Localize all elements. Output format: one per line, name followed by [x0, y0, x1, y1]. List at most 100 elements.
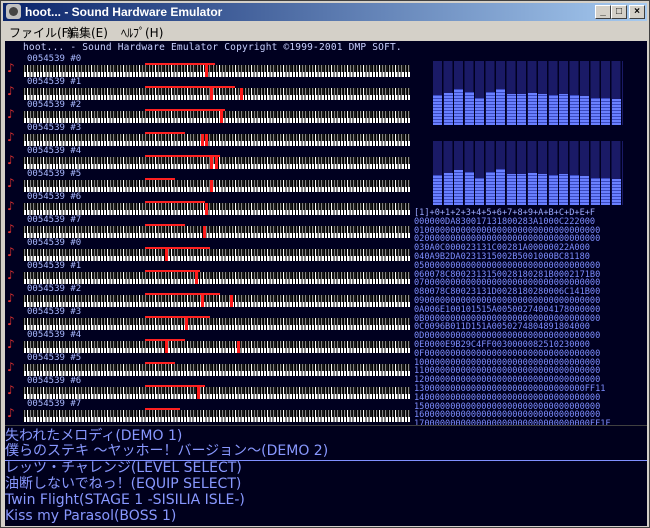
channel-row: ♪ 0054539 #0 [5, 238, 415, 261]
volume-meter [145, 270, 200, 272]
title-bar[interactable]: hoot... - Sound Hardware Emulator _ □ × [3, 3, 647, 21]
channel-note-icon: ♪ [7, 314, 15, 328]
channel-note-icon: ♪ [7, 406, 15, 420]
active-key [165, 341, 168, 353]
register-row: 150000000000000000000000000000000000 [414, 401, 601, 412]
channel-note-icon: ♪ [7, 61, 15, 75]
volume-meter [145, 293, 220, 295]
channel-label: 0054539 #3 [27, 307, 82, 317]
volume-meter [145, 109, 225, 111]
spectrum-bar [538, 94, 547, 125]
spectrum-top [433, 61, 623, 125]
channel-note-icon: ♪ [7, 291, 15, 305]
active-key [237, 341, 240, 353]
active-key [203, 226, 206, 238]
register-row: 0A006E100101515A00500274004178000000 [414, 304, 601, 315]
register-row: 070000000000000000000000000000000000 [414, 278, 601, 289]
channel-row: ♪ 0054539 #1 [5, 77, 415, 100]
register-row: 0B0000000000000000000000000000000000 [414, 313, 601, 324]
channel-label: 0054539 #4 [27, 330, 82, 340]
channel-label: 0054539 #6 [27, 192, 82, 202]
register-row: 100000000000000000000000000000000000 [414, 357, 601, 368]
spectrum-bar [611, 98, 621, 125]
channel-label: 0054539 #2 [27, 284, 82, 294]
active-key [205, 65, 208, 77]
spectrum-bar [454, 89, 463, 125]
spectrum-bar [548, 95, 558, 125]
active-key [195, 272, 198, 284]
spectrum-bottom [433, 141, 623, 205]
menu-bar: ファイル(F) 編集(E) ﾍﾙﾌﾟ(H) [3, 22, 647, 40]
keyboard-black-keys [23, 134, 410, 141]
spectrum-bar [559, 94, 568, 125]
app-icon[interactable] [6, 4, 21, 19]
keyboard-black-keys [23, 364, 410, 371]
register-row: 120000000000000000000000000000000000 [414, 375, 601, 386]
channel-note-icon: ♪ [7, 383, 15, 397]
volume-meter [145, 132, 185, 134]
spectrum-bar [475, 97, 484, 125]
keyboard-black-keys [23, 203, 410, 210]
playlist-item[interactable]: 油断しないでねっ！(EQUIP SELECT) [5, 476, 242, 492]
close-button[interactable]: × [629, 5, 645, 19]
menu-file[interactable]: ファイル(F) [9, 26, 74, 40]
keyboard-black-keys [23, 295, 410, 302]
channel-row: ♪ 0054539 #4 [5, 330, 415, 353]
playlist-item[interactable]: 失われたメロディ(DEMO 1) [5, 428, 183, 444]
channel-note-icon: ♪ [7, 337, 15, 351]
window-title: hoot... - Sound Hardware Emulator [25, 5, 223, 19]
playlist-item[interactable]: 僕らのステキ ～ヤッホー！バージョン～(DEMO 2) [5, 443, 329, 459]
spectrum-bar [559, 174, 568, 205]
volume-meter [145, 201, 205, 203]
volume-meter [145, 63, 215, 65]
playlist[interactable]: 失われたメロディ(DEMO 1) 僕らのステキ ～ヤッホー！バージョン～(DEM… [5, 425, 647, 526]
channel-note-icon: ♪ [7, 360, 15, 374]
active-key [230, 295, 233, 307]
active-key [210, 157, 213, 169]
register-row: 000000DA830017131800283A1000C222000 [414, 216, 596, 227]
channel-label: 0054539 #0 [27, 54, 82, 64]
menu-edit[interactable]: 編集(E) [67, 26, 108, 40]
channel-label: 0054539 #6 [27, 376, 82, 386]
maximize-button[interactable]: □ [611, 5, 627, 19]
spectrum-bar [433, 95, 442, 125]
spectrum-bar [569, 175, 579, 205]
minimize-button[interactable]: _ [595, 5, 611, 19]
spectrum-bar [580, 96, 589, 125]
spectrum-bar [464, 171, 474, 205]
register-dump: [1]+0+1+2+3+4+5+6+7+8+9+A+B+C+D+E+F 00000… [414, 209, 611, 425]
register-row: 110000000000000000000000000000000000 [414, 366, 601, 377]
spectrum-bar [569, 95, 579, 125]
active-key [185, 318, 188, 330]
channel-row: ♪ 0054539 #5 [5, 169, 415, 192]
spectrum-bar [580, 176, 589, 205]
spectrum-bar [601, 177, 610, 205]
channel-label: 0054539 #5 [27, 169, 82, 179]
keyboard-black-keys [23, 387, 410, 394]
spectrum-bar [433, 175, 442, 205]
copyright-header: hoot... - Sound Hardware Emulator Copyri… [23, 42, 402, 53]
playlist-item[interactable]: レッツ・チャレンジ(LEVEL SELECT) [5, 460, 242, 476]
playlist-item[interactable]: Twin Flight(STAGE 1 -SISILIA ISLE-) [5, 492, 245, 508]
volume-meter [145, 155, 220, 157]
spectrum-bar [496, 89, 505, 125]
channel-label: 0054539 #7 [27, 215, 82, 225]
spectrum-bar [485, 171, 495, 205]
volume-meter [145, 178, 175, 180]
active-key [205, 203, 208, 215]
playlist-item[interactable]: Kiss my Parasol(BOSS 1) [5, 508, 177, 524]
register-row: 140000000000000000000000000000000000 [414, 392, 601, 403]
register-row: 080078C80023131D0028180280006C141B00 [414, 287, 601, 298]
channel-row: ♪ 0054539 #7 [5, 399, 415, 422]
channel-note-icon: ♪ [7, 153, 15, 167]
menu-help[interactable]: ﾍﾙﾌﾟ(H) [121, 26, 164, 40]
register-row: 050000000000000000000000000000000000 [414, 260, 601, 271]
channel-label: 0054539 #2 [27, 100, 82, 110]
spectrum-bar [506, 174, 516, 205]
channel-row: ♪ 0054539 #3 [5, 123, 415, 146]
volume-meter [145, 385, 205, 387]
register-row: 1700000000000000000000000000000000FF1F [414, 419, 611, 425]
channel-note-icon: ♪ [7, 222, 15, 236]
active-key [201, 295, 204, 307]
channel-label: 0054539 #4 [27, 146, 82, 156]
